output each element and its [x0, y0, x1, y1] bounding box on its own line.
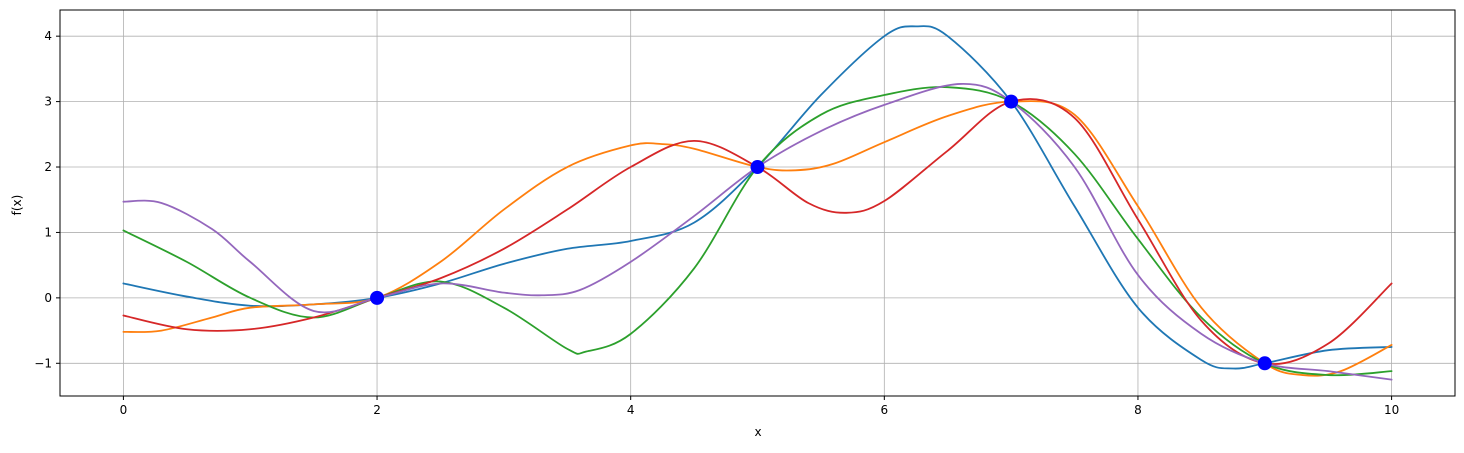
series-line-5: [122, 83, 1393, 381]
x-tick-label: 6: [880, 403, 888, 417]
y-tick-label: 4: [44, 29, 52, 43]
observation-point: [750, 160, 765, 175]
x-tick-label: 2: [373, 403, 381, 417]
x-tick-label: 8: [1134, 403, 1142, 417]
y-axis-label: f(x): [10, 195, 24, 216]
y-tick-label: 3: [44, 95, 52, 109]
y-tick-label: 2: [44, 160, 52, 174]
plot-area-frame: [59, 9, 1456, 397]
x-tick-label: 4: [627, 403, 635, 417]
x-tick-label: 0: [120, 403, 128, 417]
y-tick-label: −1: [34, 356, 52, 370]
observation-point: [1257, 356, 1272, 371]
x-tick-label: 10: [1384, 403, 1399, 417]
x-axis-label: x: [754, 425, 761, 439]
observation-points: [370, 94, 1272, 371]
y-tick-label: 0: [44, 291, 52, 305]
series-line-4: [122, 98, 1393, 365]
series-line-3: [122, 86, 1393, 377]
y-tick-label: 1: [44, 225, 52, 239]
grid-lines: [60, 10, 1455, 396]
axis-ticks: 0 2 4 6 8 10 −1 0 1 2 3 4: [34, 29, 1399, 417]
observation-point: [1004, 94, 1019, 109]
series-lines: [122, 25, 1393, 381]
observation-point: [370, 290, 385, 305]
